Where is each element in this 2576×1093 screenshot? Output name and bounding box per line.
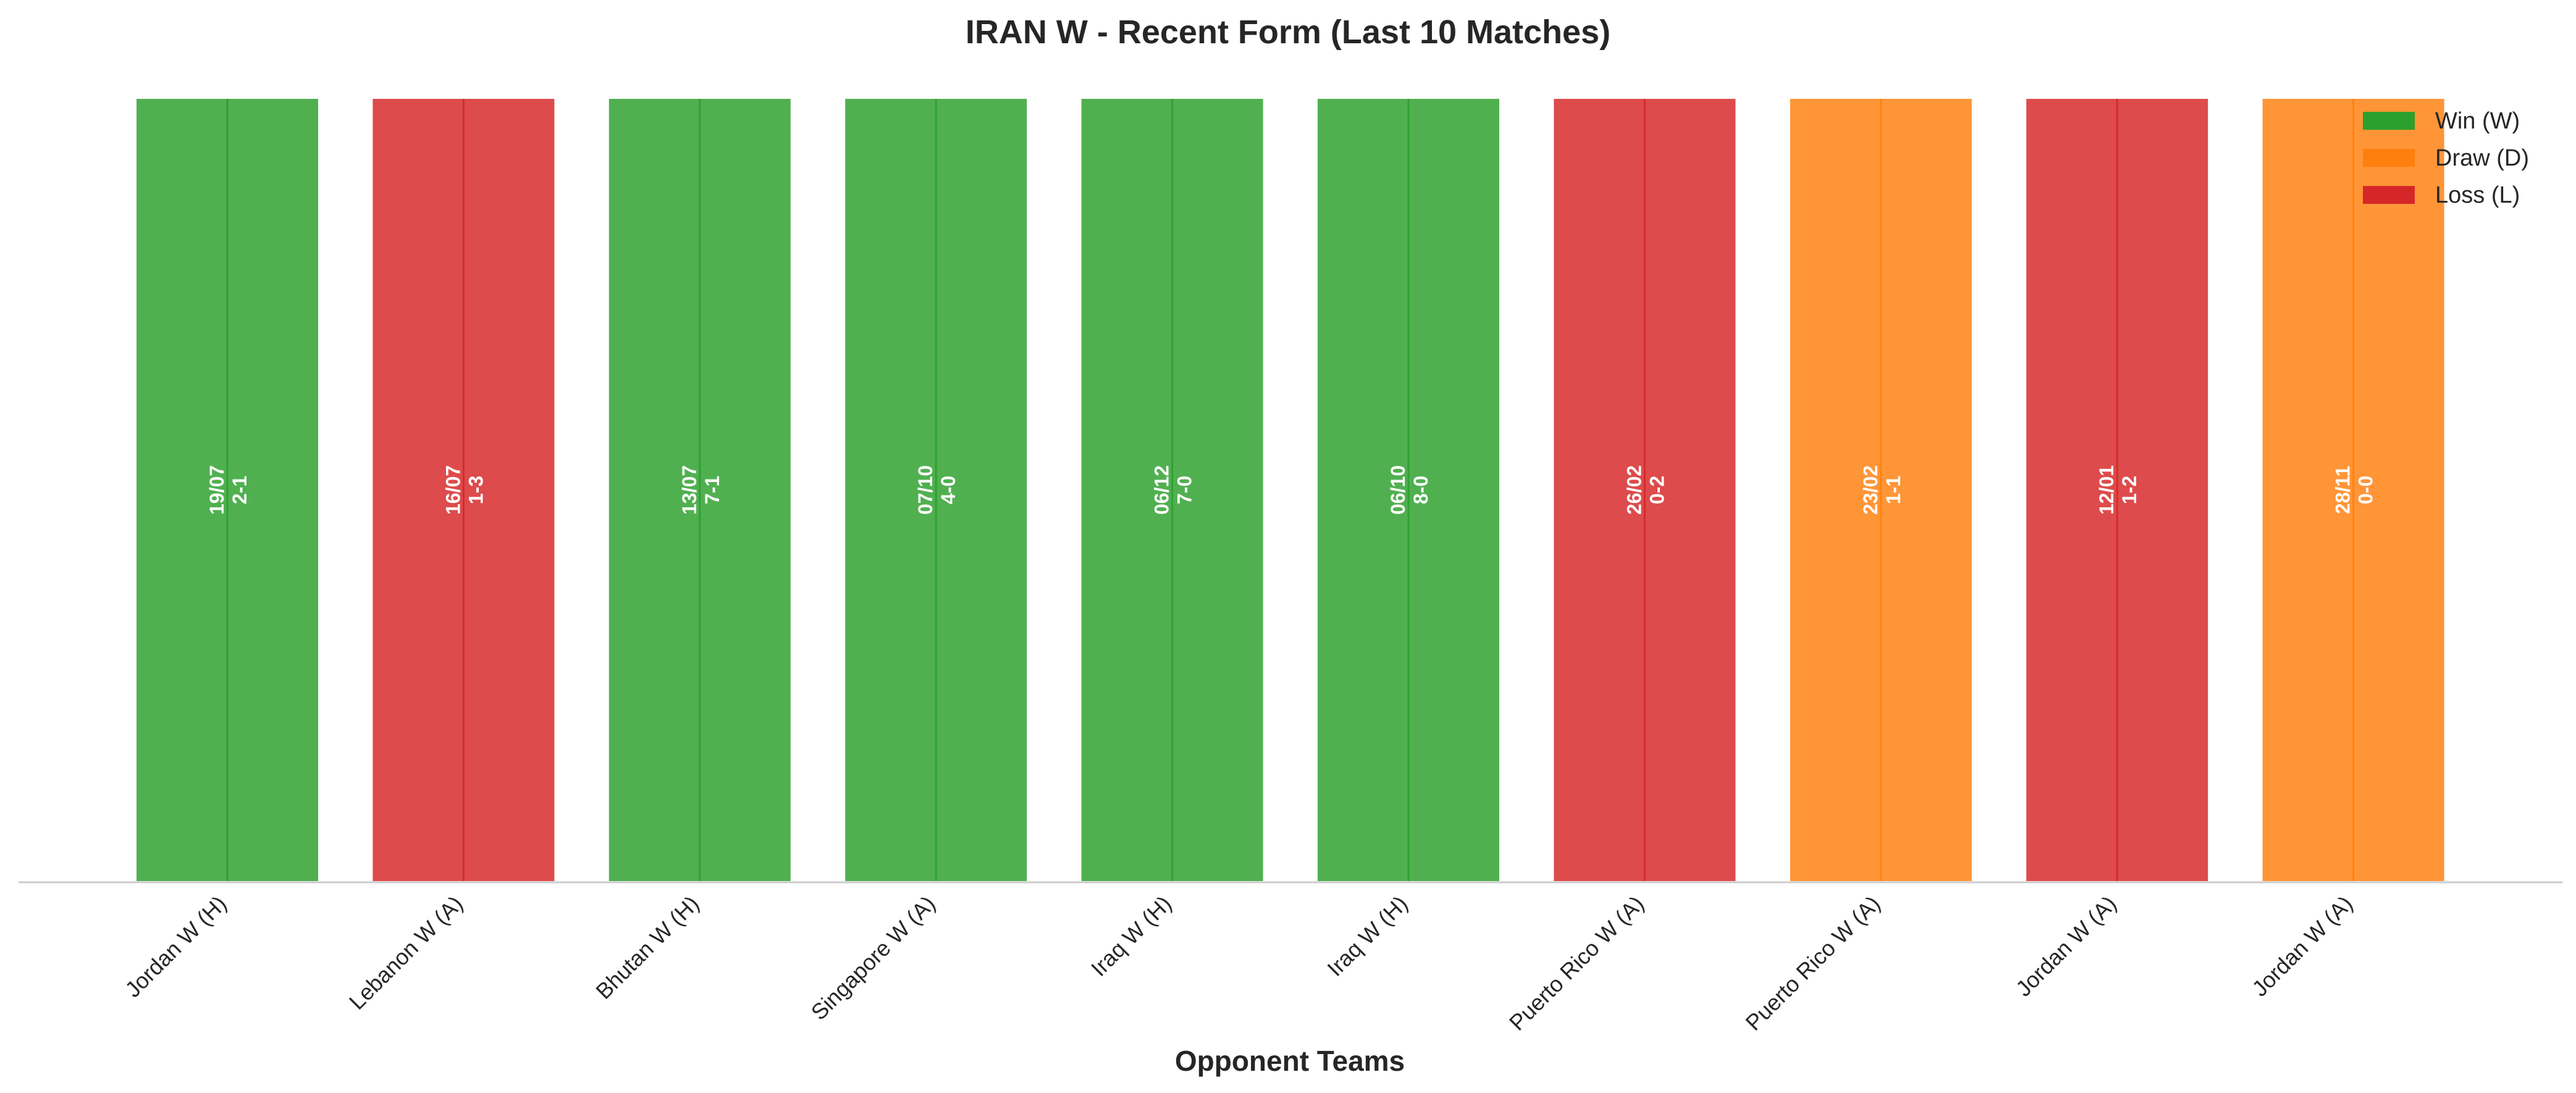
bar-score-1: 2-1: [229, 476, 251, 504]
bar-label-3: 13/077-1: [678, 465, 723, 515]
x-tick-label-3: Bhutan W (H): [591, 891, 704, 1004]
x-axis-label: Opponent Teams: [1175, 1045, 1405, 1077]
bar-label-7: 26/020-2: [1623, 465, 1668, 515]
bar-date-4: 07/10: [914, 465, 937, 515]
bar-date-5: 06/12: [1151, 465, 1173, 515]
legend-label-d: Draw (D): [2435, 145, 2529, 171]
bar-label-4: 07/104-0: [914, 465, 959, 515]
bar-label-1: 19/072-1: [206, 465, 251, 515]
bar-label-9: 12/011-2: [2095, 465, 2140, 515]
bar-date-3: 13/07: [678, 465, 701, 515]
chart-title: IRAN W - Recent Form (Last 10 Matches): [966, 14, 1610, 51]
bar-score-3: 7-1: [701, 476, 723, 504]
bar-score-8: 1-1: [1882, 476, 1905, 504]
bar-score-4: 4-0: [937, 476, 959, 504]
bar-date-8: 23/02: [1859, 465, 1882, 515]
bar-label-6: 06/108-0: [1387, 465, 1432, 515]
bar-label-5: 06/127-0: [1151, 465, 1196, 515]
x-tick-label-5: Iraq W (H): [1086, 891, 1176, 981]
bar-score-7: 0-2: [1646, 476, 1668, 504]
x-tick-label-10: Jordan W (A): [2247, 891, 2357, 1002]
bar-score-6: 8-0: [1410, 476, 1432, 504]
legend-swatch-l: [2363, 186, 2415, 204]
bar-label-10: 28/110-0: [2332, 466, 2377, 514]
bar-date-6: 06/10: [1387, 465, 1409, 515]
x-tick-label-7: Puerto Rico W (A): [1504, 891, 1649, 1036]
legend-label-l: Loss (L): [2435, 182, 2520, 208]
x-tick-label-4: Singapore W (A): [806, 891, 940, 1025]
bar-label-2: 16/071-3: [442, 465, 487, 515]
x-tick-labels: Jordan W (H) Lebanon W (A) Bhutan W (H) Sin…: [120, 891, 2357, 1036]
bar-date-10: 28/11: [2332, 466, 2354, 514]
x-tick-label-9: Jordan W (A): [2011, 891, 2121, 1002]
bar-score-5: 7-0: [1174, 476, 1196, 504]
x-tick-label-6: Iraq W (H): [1322, 891, 1412, 981]
bar-date-7: 26/02: [1623, 465, 1645, 515]
legend-label-w: Win (W): [2435, 108, 2520, 134]
bar-date-9: 12/01: [2095, 465, 2118, 515]
bar-date-2: 16/07: [442, 465, 464, 515]
bar-score-10: 0-0: [2355, 476, 2377, 504]
x-tick-label-1: Jordan W (H): [120, 891, 231, 1002]
x-tick-label-8: Puerto Rico W (A): [1740, 891, 1885, 1036]
bar-label-8: 23/021-1: [1859, 465, 1905, 515]
bars-group: 19/072-1 16/071-3 13/077-1 07/104-0 06/127-0…: [134, 96, 2447, 884]
bar-score-9: 1-2: [2118, 476, 2140, 504]
bar-score-2: 1-3: [465, 476, 487, 504]
legend-swatch-d: [2363, 149, 2415, 167]
legend: Win (W) Draw (D) Loss (L): [2363, 108, 2529, 208]
x-tick-label-2: Lebanon W (A): [344, 891, 468, 1015]
bar-date-1: 19/07: [206, 465, 228, 515]
legend-swatch-w: [2363, 112, 2415, 130]
